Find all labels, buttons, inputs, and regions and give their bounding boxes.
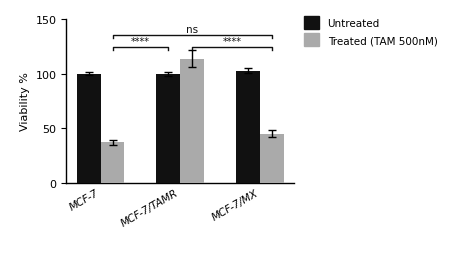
Text: ns: ns xyxy=(186,25,198,35)
Text: ****: **** xyxy=(222,37,241,47)
Bar xyxy=(236,71,260,183)
Bar xyxy=(260,134,283,183)
Legend: Untreated, Treated (TAM 500nM): Untreated, Treated (TAM 500nM) xyxy=(304,17,438,47)
Y-axis label: Viability %: Viability % xyxy=(20,72,30,131)
Bar xyxy=(180,59,204,183)
Bar xyxy=(100,143,125,183)
Bar xyxy=(77,74,100,183)
Text: ****: **** xyxy=(131,37,150,47)
Bar xyxy=(156,74,180,183)
